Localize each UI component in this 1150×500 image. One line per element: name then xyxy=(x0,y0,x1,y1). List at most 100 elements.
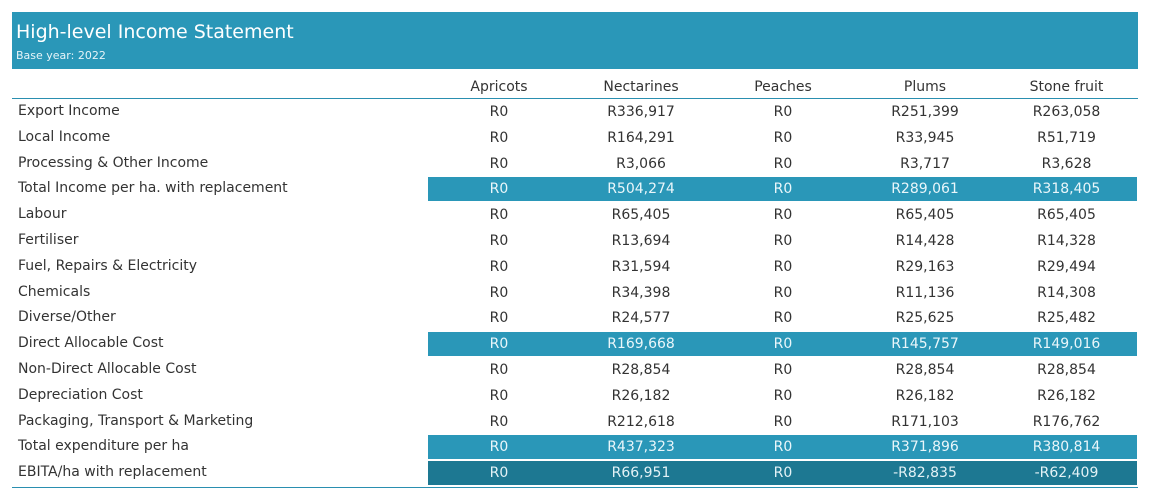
cell-plums: R33,945 xyxy=(895,129,955,146)
row-values: R0 R65,405 R0 R65,405 R65,405 xyxy=(428,203,1137,227)
income-statement-table: Export Income R0 R336,917 R0 R251,399 R2… xyxy=(12,99,1138,486)
row-label: Chemicals xyxy=(18,283,91,300)
cell-apricots: R0 xyxy=(489,439,509,456)
cell-peaches: R0 xyxy=(773,284,793,301)
row-values: R0 R26,182 R0 R26,182 R26,182 xyxy=(428,384,1137,408)
cell-nectarines: R34,398 xyxy=(611,284,671,301)
cell-stone-fruit: R51,719 xyxy=(1037,129,1096,146)
cell-plums: R3,717 xyxy=(900,155,950,172)
cell-apricots: R0 xyxy=(489,284,509,301)
row-label: Total expenditure per ha xyxy=(18,438,189,455)
row-label: Export Income xyxy=(18,103,120,119)
row-label: Fuel, Repairs & Electricity xyxy=(18,257,198,274)
row-values-highlight: R0 R437,323 R0 R371,896 R380,814 xyxy=(428,435,1137,460)
cell-nectarines: R65,405 xyxy=(611,207,671,224)
cell-plums: R65,405 xyxy=(895,207,955,224)
cell-plums: R26,182 xyxy=(895,387,955,404)
table-row-fertiliser: Fertiliser R0 R13,694 R0 R14,428 R14,328 xyxy=(12,228,1138,254)
cell-peaches: R0 xyxy=(773,310,793,327)
cell-peaches: R0 xyxy=(773,465,793,482)
row-values-highlight: R0 R169,668 R0 R145,757 R149,016 xyxy=(428,332,1137,357)
cell-apricots: R0 xyxy=(489,155,509,172)
cell-apricots: R0 xyxy=(489,258,509,275)
table-row-depreciation-cost: Depreciation Cost R0 R26,182 R0 R26,182 … xyxy=(12,383,1138,409)
table-bottom-rule xyxy=(12,487,1138,488)
row-label: Total Income per ha. with replacement xyxy=(18,180,288,197)
cell-nectarines: R66,951 xyxy=(611,465,671,482)
cell-nectarines: R504,274 xyxy=(607,181,675,198)
row-label: Packaging, Transport & Marketing xyxy=(18,412,254,429)
row-label: Direct Allocable Cost xyxy=(18,335,164,352)
cell-nectarines: R437,323 xyxy=(607,439,675,456)
cell-plums: R11,136 xyxy=(895,284,955,301)
cell-plums: R29,163 xyxy=(895,258,955,275)
cell-stone-fruit: R263,058 xyxy=(1032,104,1101,120)
table-row-packaging-transport-marketing: Packaging, Transport & Marketing R0 R212… xyxy=(12,409,1138,435)
table-row-processing-other-income: Processing & Other Income R0 R3,066 R0 R… xyxy=(12,151,1138,177)
cell-peaches: R0 xyxy=(773,413,793,430)
row-label: Labour xyxy=(18,206,67,223)
cell-nectarines: R26,182 xyxy=(611,387,671,404)
cell-plums: R251,399 xyxy=(891,104,959,120)
cell-apricots: R0 xyxy=(489,207,509,224)
cell-peaches: R0 xyxy=(773,361,793,378)
cell-apricots: R0 xyxy=(489,465,509,482)
cell-apricots: R0 xyxy=(489,232,509,249)
cell-plums: -R82,835 xyxy=(893,465,957,482)
row-values: R0 R34,398 R0 R11,136 R14,308 xyxy=(428,281,1137,305)
row-label: EBITA/ha with replacement xyxy=(18,464,207,481)
table-row-ebita: EBITA/ha with replacement R0 R66,951 R0 … xyxy=(12,460,1138,486)
page-title: High-level Income Statement xyxy=(16,21,294,43)
row-values: R0 R31,594 R0 R29,163 R29,494 xyxy=(428,255,1137,279)
cell-nectarines: R212,618 xyxy=(607,413,675,430)
cell-peaches: R0 xyxy=(773,155,793,172)
cell-stone-fruit: R318,405 xyxy=(1032,181,1101,198)
row-values: R0 R212,618 R0 R171,103 R176,762 xyxy=(428,410,1137,434)
cell-peaches: R0 xyxy=(773,387,793,404)
cell-plums: R171,103 xyxy=(891,413,959,430)
cell-peaches: R0 xyxy=(773,207,793,224)
cell-apricots: R0 xyxy=(489,387,509,404)
cell-plums: R28,854 xyxy=(895,361,955,378)
cell-stone-fruit: R14,328 xyxy=(1037,232,1096,249)
cell-apricots: R0 xyxy=(489,129,509,146)
row-label: Fertiliser xyxy=(18,231,79,248)
cell-peaches: R0 xyxy=(773,129,793,146)
cell-peaches: R0 xyxy=(773,104,793,120)
cell-peaches: R0 xyxy=(773,258,793,275)
cell-nectarines: R24,577 xyxy=(611,310,671,327)
row-values: R0 R24,577 R0 R25,625 R25,482 xyxy=(428,306,1137,330)
table-row-total-expenditure: Total expenditure per ha R0 R437,323 R0 … xyxy=(12,434,1138,460)
table-row-total-income: Total Income per ha. with replacement R0… xyxy=(12,176,1138,202)
cell-nectarines: R3,066 xyxy=(616,155,666,172)
cell-nectarines: R336,917 xyxy=(607,104,675,120)
row-values: R0 R336,917 R0 R251,399 R263,058 xyxy=(428,100,1137,124)
row-values: R0 R13,694 R0 R14,428 R14,328 xyxy=(428,229,1137,253)
row-label: Diverse/Other xyxy=(18,309,116,326)
cell-stone-fruit: R176,762 xyxy=(1032,413,1101,430)
cell-stone-fruit: R26,182 xyxy=(1037,387,1096,404)
cell-stone-fruit: R65,405 xyxy=(1037,207,1096,224)
cell-stone-fruit: -R62,409 xyxy=(1034,465,1099,482)
cell-peaches: R0 xyxy=(773,439,793,456)
table-row-export-income: Export Income R0 R336,917 R0 R251,399 R2… xyxy=(12,99,1138,125)
row-values-highlight: R0 R504,274 R0 R289,061 R318,405 xyxy=(428,177,1137,202)
cell-stone-fruit: R28,854 xyxy=(1037,361,1096,378)
column-header-nectarines: Nectarines xyxy=(603,79,679,95)
title-banner: High-level Income Statement Base year: 2… xyxy=(12,12,1138,69)
column-header-plums: Plums xyxy=(903,79,947,95)
row-values-highlight-dark: R0 R66,951 R0 -R82,835 -R62,409 xyxy=(428,461,1137,486)
row-label: Processing & Other Income xyxy=(18,154,209,171)
cell-peaches: R0 xyxy=(773,232,793,249)
cell-stone-fruit: R25,482 xyxy=(1037,310,1096,327)
cell-apricots: R0 xyxy=(489,310,509,327)
column-header-stone-fruit: Stone fruit xyxy=(1029,79,1104,95)
cell-stone-fruit: R3,628 xyxy=(1041,155,1092,172)
table-row-local-income: Local Income R0 R164,291 R0 R33,945 R51,… xyxy=(12,125,1138,151)
table-row-direct-allocable-cost: Direct Allocable Cost R0 R169,668 R0 R14… xyxy=(12,331,1138,357)
base-year-subtitle: Base year: 2022 xyxy=(16,49,106,62)
cell-nectarines: R164,291 xyxy=(607,129,675,146)
cell-peaches: R0 xyxy=(773,336,793,353)
cell-stone-fruit: R380,814 xyxy=(1032,439,1101,456)
column-header-apricots: Apricots xyxy=(470,79,528,95)
